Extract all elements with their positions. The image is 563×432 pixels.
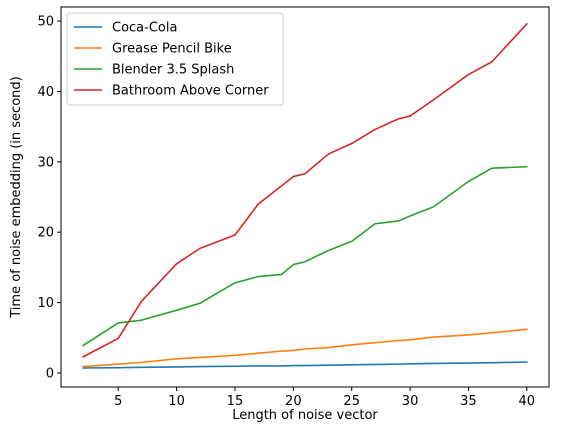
legend-label: Blender 3.5 Splash [112, 63, 234, 78]
series-line-blender-3-5-splash [82, 165, 528, 347]
x-tick-label: 25 [343, 394, 360, 409]
y-tick-label: 50 [37, 15, 54, 30]
x-tick-label: 10 [168, 394, 185, 409]
y-tick-label: 30 [37, 155, 54, 170]
y-tick-label: 40 [37, 85, 54, 100]
legend-label: Grease Pencil Bike [112, 42, 232, 57]
x-axis-label: Length of noise vector [232, 408, 378, 423]
y-tick-label: 20 [37, 226, 54, 241]
legend-label: Bathroom Above Corner [112, 84, 269, 99]
series-line-grease-pencil-bike [82, 328, 528, 368]
y-tick-label: 10 [37, 296, 54, 311]
x-tick-label: 40 [519, 394, 536, 409]
series-line-bathroom-above-corner [82, 22, 528, 358]
x-axis: 5 10 15 20 25 30 35 40 [114, 387, 535, 409]
x-tick-label: 20 [285, 394, 302, 409]
series-layer [82, 22, 528, 369]
legend-label: Coca-Cola [112, 21, 177, 36]
x-tick-label: 30 [402, 394, 419, 409]
x-tick-label: 15 [227, 394, 244, 409]
y-axis-label: Time of noise embedding (in second) [9, 76, 24, 318]
legend: Coca-Cola Grease Pencil Bike Blender 3.5 S… [66, 12, 284, 106]
y-tick-label: 0 [46, 366, 54, 381]
plot-frame [60, 6, 550, 388]
series-line-coca-cola [82, 361, 528, 369]
y-axis: 0 10 20 30 40 50 [37, 15, 61, 381]
x-tick-label: 35 [460, 394, 477, 409]
legend-box [66, 12, 284, 106]
x-tick-label: 5 [114, 394, 122, 409]
